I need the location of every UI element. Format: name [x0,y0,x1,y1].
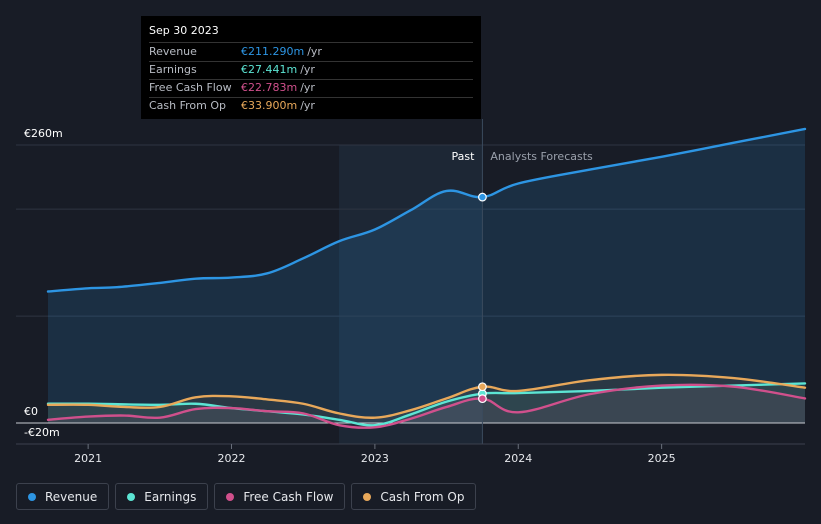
tooltip-unit: /yr [300,99,315,112]
tooltip-unit: /yr [307,45,322,58]
chart-legend: Revenue Earnings Free Cash Flow Cash Fro… [16,483,477,510]
free-cash-flow-line [46,383,807,429]
data-tooltip: Sep 30 2023 Revenue €211.290m /yr Earnin… [141,16,481,119]
legend-item-cash-from-op[interactable]: Cash From Op [351,483,477,510]
past-label: Past [451,150,475,163]
tooltip-label: Revenue [149,45,197,58]
tooltip-label: Free Cash Flow [149,81,232,94]
y-axis-label-zero: €0 [24,405,38,418]
x-tick-label: 2023 [361,452,389,465]
x-tick-label: 2024 [504,452,532,465]
cash-from-op-highlight-point [478,382,487,392]
earnings-area [48,383,805,426]
x-tick-label: 2021 [74,452,102,465]
tooltip-row-cash-from-op: Cash From Op €33.900m /yr [149,98,473,115]
legend-label: Free Cash Flow [243,489,334,504]
tooltip-value: €22.783m [241,81,298,94]
y-axis-label-bottom: -€20m [24,426,60,439]
legend-item-revenue[interactable]: Revenue [16,483,110,510]
tooltip-value: €27.441m [241,63,298,76]
revenue-area [48,128,805,423]
legend-item-free-cash-flow[interactable]: Free Cash Flow [214,483,346,510]
cash-from-op-line [46,373,807,419]
tooltip-date: Sep 30 2023 [149,24,473,43]
legend-label: Earnings [144,489,197,504]
tooltip-value: €211.290m [241,45,305,58]
forecast-label: Analysts Forecasts [490,150,593,163]
legend-label: Cash From Op [380,489,465,504]
legend-dot-icon [226,492,235,501]
free-cash-flow-highlight-point [478,394,487,404]
tooltip-unit: /yr [300,63,315,76]
tooltip-unit: /yr [300,81,315,94]
legend-dot-icon [363,492,372,501]
x-tick-label: 2022 [218,452,246,465]
legend-label: Revenue [45,489,98,504]
legend-dot-icon [28,492,36,501]
tooltip-label: Earnings [149,63,197,76]
y-axis-label-top: €260m [24,127,63,140]
tooltip-row-revenue: Revenue €211.290m /yr [149,44,473,62]
tooltip-value: €33.900m [241,99,298,112]
x-tick-label: 2025 [648,452,676,465]
cash-from-op-area [48,374,805,423]
free-cash-flow-area [48,384,805,428]
revenue-highlight-point [478,192,487,202]
legend-item-earnings[interactable]: Earnings [115,483,209,510]
legend-dot-icon [127,492,136,501]
tooltip-label: Cash From Op [149,99,227,112]
revenue-line [46,127,807,293]
tooltip-row-free-cash-flow: Free Cash Flow €22.783m /yr [149,80,473,98]
tooltip-row-earnings: Earnings €27.441m /yr [149,62,473,80]
